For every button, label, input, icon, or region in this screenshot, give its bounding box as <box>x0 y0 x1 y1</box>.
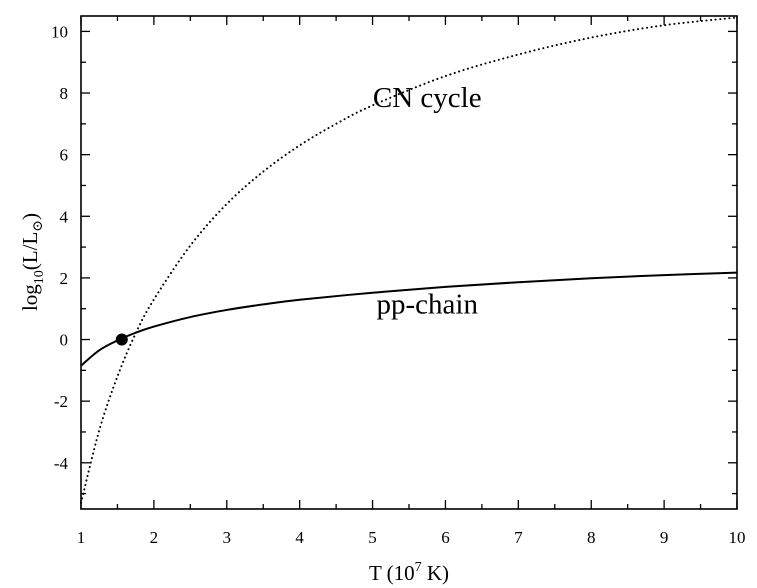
y-axis-title-sub: 10 <box>32 270 47 284</box>
x-tick-label: 2 <box>150 528 159 547</box>
x-tick-label: 8 <box>587 528 596 547</box>
x-axis-title: T (107 K) <box>369 560 449 585</box>
y-tick-label: 4 <box>60 207 69 226</box>
x-tick-label: 3 <box>223 528 232 547</box>
y-axis-title-tail: ) <box>18 213 42 220</box>
y-axis-title-mid: (L/L <box>18 232 42 270</box>
y-axis-title-sunsub: ⊙ <box>31 220 46 232</box>
x-axis-title-base: T (10 <box>369 561 415 585</box>
y-tick-label: 10 <box>51 22 68 41</box>
y-axis-title-base: log <box>18 284 42 311</box>
curves-group <box>80 16 738 504</box>
y-tick-label: -2 <box>54 392 68 411</box>
annotation-label: pp-chain <box>376 288 478 320</box>
cn-cycle-line <box>80 16 738 504</box>
y-tick-label: 2 <box>60 269 69 288</box>
plot-frame <box>80 15 738 510</box>
y-tick-label: 6 <box>60 146 69 165</box>
y-tick-label: 0 <box>60 331 69 350</box>
x-tick-label: 6 <box>441 528 450 547</box>
y-axis-title: log10(L/L⊙) <box>18 213 47 311</box>
x-tick-label: 4 <box>295 528 304 547</box>
x-axis-title-tail: K) <box>422 561 449 585</box>
equal-rate-point-marker <box>115 333 128 346</box>
x-tick-label: 10 <box>729 528 746 547</box>
annotation-label: CN cycle <box>373 82 482 114</box>
x-axis-title-sup: 7 <box>415 560 422 575</box>
x-tick-label: 1 <box>77 528 86 547</box>
x-tick-label: 9 <box>660 528 669 547</box>
y-tick-label: -4 <box>54 454 69 473</box>
y-tick-label: 8 <box>60 84 69 103</box>
labels-group: 1 2 3 4 5 6 7 8 9 10 -4 -2 0 2 4 6 8 10 CN cycle pp-chain <box>51 22 746 547</box>
x-tick-label: 7 <box>514 528 523 547</box>
x-tick-label: 5 <box>368 528 377 547</box>
